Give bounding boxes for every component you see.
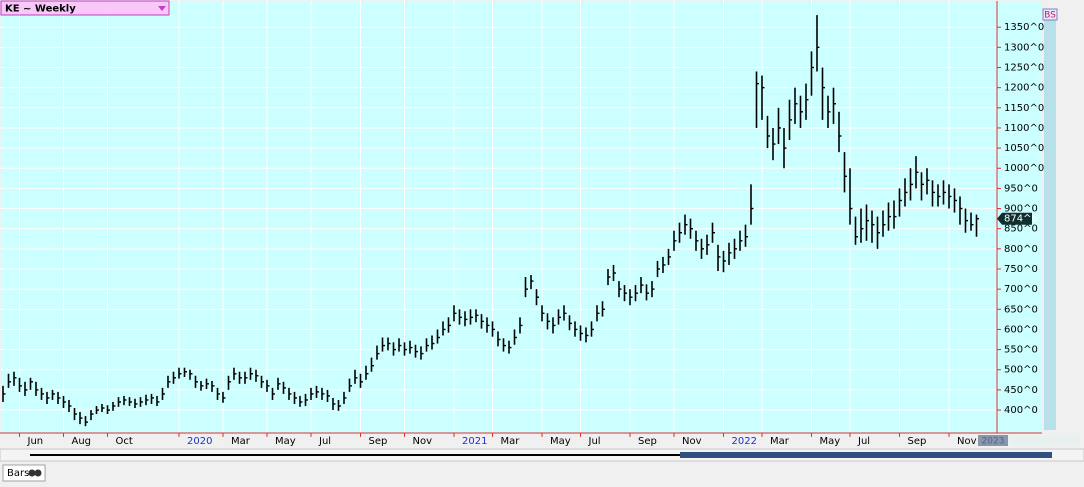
- scroll-thumb[interactable]: [680, 452, 1052, 458]
- x-tick-label: May: [550, 436, 571, 447]
- y-tick-label: 1150^0: [1004, 103, 1044, 114]
- y-tick-label: 450^0: [1004, 385, 1038, 396]
- plot-area: [1, 1, 1042, 433]
- x-tick-label: Jul: [318, 436, 331, 447]
- x-tick-label: Jun: [27, 436, 44, 447]
- x-tick-label: 2022: [732, 436, 757, 447]
- x-tick-label: Jul: [857, 436, 870, 447]
- badge-box[interactable]: [1042, 8, 1058, 21]
- symbol-box[interactable]: [0, 0, 170, 16]
- y-tick-label: 1200^0: [1004, 83, 1044, 94]
- x-tick-label: 2021: [462, 436, 487, 447]
- x-tick-label: Nov: [413, 436, 433, 447]
- y-tick-label: 1250^0: [1004, 62, 1044, 73]
- x-tick-label: Mar: [231, 436, 251, 447]
- y-tick-label: 1050^0: [1004, 143, 1044, 154]
- tab-icon: [34, 469, 42, 477]
- x-tick-label: Mar: [501, 436, 521, 447]
- y-tick-label: 600^0: [1004, 324, 1038, 335]
- y-tick-label: 700^0: [1004, 284, 1038, 295]
- symbol-label: KE ~ Weekly: [5, 4, 76, 15]
- y-tick-label: 1100^0: [1004, 123, 1044, 134]
- x-end-label: 2023: [982, 437, 1005, 447]
- last-price-label: 874^6: [1004, 214, 1038, 225]
- y-tick-label: 950^0: [1004, 183, 1038, 194]
- y-tick-label: 1000^0: [1004, 163, 1044, 174]
- y-tick-label: 1300^0: [1004, 42, 1044, 53]
- x-tick-label: Aug: [72, 436, 92, 447]
- y-tick-label: 900^0: [1004, 204, 1038, 215]
- x-tick-label: Sep: [908, 436, 927, 447]
- x-tick-label: May: [820, 436, 841, 447]
- y-tick-label: 800^0: [1004, 244, 1038, 255]
- y-tick-label: 750^0: [1004, 264, 1038, 275]
- side-strip: [1044, 20, 1056, 430]
- y-tick-label: 500^0: [1004, 365, 1038, 376]
- tab[interactable]: [2, 464, 46, 482]
- end-box: [978, 435, 1008, 446]
- y-tick-label: 1350^0: [1004, 22, 1044, 33]
- tab-icon: [28, 469, 36, 477]
- tool-buttons[interactable]: [1010, 435, 1080, 446]
- x-tick-label: Jul: [588, 436, 601, 447]
- x-tick-label: Sep: [638, 436, 657, 447]
- tab-label: Bars: [7, 468, 29, 479]
- y-tick-label: 850^0: [1004, 224, 1038, 235]
- y-tick-label: 650^0: [1004, 304, 1038, 315]
- badge: BS: [1044, 11, 1056, 21]
- last-price-box: [997, 212, 1032, 225]
- y-tick-label: 550^0: [1004, 345, 1038, 356]
- x-tick-label: Oct: [116, 436, 133, 447]
- x-tick-label: Nov: [682, 436, 702, 447]
- y-tick-label: 400^0: [1004, 405, 1038, 416]
- x-tick-label: Nov: [957, 436, 977, 447]
- x-tick-label: Mar: [770, 436, 790, 447]
- dropdown-arrow[interactable]: [158, 6, 166, 11]
- x-tick-label: 2020: [187, 436, 212, 447]
- x-tick-label: Sep: [369, 436, 388, 447]
- x-tick-label: May: [275, 436, 296, 447]
